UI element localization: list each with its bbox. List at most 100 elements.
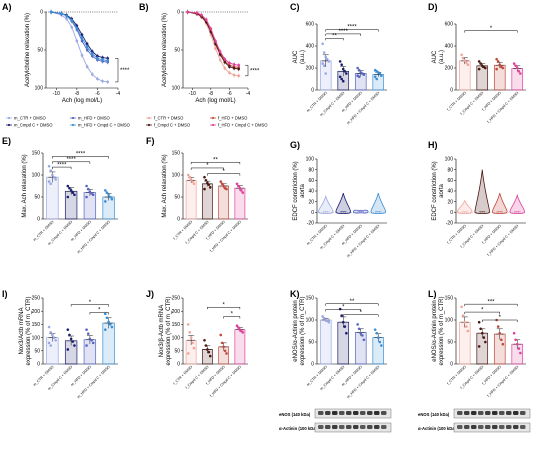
significance-label: * bbox=[342, 305, 345, 311]
y-axis-label-2: (a.u.) bbox=[439, 50, 445, 64]
blot-band bbox=[492, 411, 498, 415]
y-tick-label: 20 bbox=[308, 199, 314, 205]
panel-label: L) bbox=[428, 289, 437, 299]
data-point bbox=[512, 331, 516, 335]
bar-group-0 bbox=[458, 53, 471, 91]
data-point bbox=[90, 50, 94, 53]
data-point bbox=[105, 191, 109, 194]
data-point bbox=[340, 63, 344, 66]
data-point bbox=[107, 320, 110, 324]
bar-group-1 bbox=[64, 328, 78, 365]
legend-marker bbox=[147, 123, 151, 127]
significance-label: * bbox=[98, 308, 101, 314]
significance-label: * bbox=[222, 169, 225, 175]
bar-group-2 bbox=[493, 57, 506, 91]
panel-g: G) -20 0 20 40 60 80 100 EDCF constriction (%) ao… bbox=[290, 140, 387, 258]
data-point bbox=[345, 331, 348, 335]
significance-bracket bbox=[115, 58, 119, 83]
panel-label: F) bbox=[146, 136, 155, 146]
blot-band bbox=[471, 425, 477, 429]
data-point bbox=[378, 72, 382, 75]
bar-group-2 bbox=[218, 180, 230, 220]
x-tick-label: -10 bbox=[53, 91, 60, 97]
data-point bbox=[65, 17, 68, 21]
significance-label: ** bbox=[213, 157, 218, 163]
significance-bracket bbox=[343, 314, 379, 317]
y-tick-label: 400 bbox=[306, 44, 315, 50]
data-point bbox=[218, 53, 222, 56]
data-point bbox=[238, 186, 242, 190]
y-tick-label: 50 bbox=[34, 349, 40, 355]
data-point bbox=[500, 338, 503, 342]
y-tick-label: 150 bbox=[306, 296, 315, 302]
data-point bbox=[223, 57, 227, 61]
x-tick-label: -8 bbox=[209, 91, 214, 97]
data-point bbox=[237, 326, 240, 329]
bar-group-3 bbox=[102, 189, 115, 220]
y-axis-label-2: (a.u.) bbox=[300, 50, 306, 64]
data-point bbox=[240, 189, 243, 192]
data-point bbox=[375, 331, 379, 335]
y-tick-label: 100 bbox=[35, 86, 44, 92]
y-tick-label: 50 bbox=[37, 48, 43, 54]
x-axis-label: Ach (log mol/L) bbox=[62, 98, 102, 104]
y-tick-label: 150 bbox=[32, 322, 41, 328]
data-point bbox=[101, 56, 104, 59]
significance-bracket bbox=[207, 173, 241, 176]
y-tick-label: 50 bbox=[174, 195, 180, 201]
data-point bbox=[235, 324, 239, 328]
bar-group-2 bbox=[218, 333, 230, 365]
data-point bbox=[519, 351, 522, 355]
data-point bbox=[90, 54, 94, 58]
y-tick-label: 100 bbox=[306, 318, 315, 324]
data-point bbox=[515, 342, 519, 346]
data-point bbox=[209, 27, 213, 31]
data-point bbox=[223, 349, 227, 353]
significance-bracket bbox=[325, 33, 361, 36]
data-point bbox=[376, 336, 380, 339]
significance-label: * bbox=[490, 26, 493, 32]
data-point bbox=[519, 72, 522, 75]
data-point bbox=[96, 54, 99, 58]
data-point bbox=[52, 336, 56, 339]
data-point bbox=[326, 57, 329, 61]
blot-band bbox=[520, 425, 526, 429]
significance-bracket bbox=[325, 303, 379, 306]
y-tick-label: 0 bbox=[450, 362, 453, 368]
bar-group-3 bbox=[234, 324, 246, 365]
data-point bbox=[192, 182, 196, 186]
data-point bbox=[480, 331, 484, 335]
panel-label: B) bbox=[139, 2, 149, 12]
data-point bbox=[206, 348, 209, 351]
data-point bbox=[186, 10, 189, 14]
data-point bbox=[496, 60, 500, 63]
significance-label: **** bbox=[120, 68, 130, 74]
legend-label: m_HFD + Cmpd C + DMSO bbox=[78, 123, 131, 128]
data-point bbox=[321, 62, 324, 65]
data-point bbox=[498, 331, 502, 335]
data-point bbox=[200, 13, 203, 17]
series-1 bbox=[186, 9, 241, 70]
data-point bbox=[90, 338, 93, 342]
category-label: m_HFD + Cmpd C + DMSO bbox=[77, 365, 111, 399]
data-point bbox=[47, 164, 51, 168]
y-axis-label-2: expression (% of m_CTR) bbox=[439, 296, 445, 365]
blot-band bbox=[332, 425, 338, 429]
y-tick-label: 0 bbox=[40, 10, 43, 16]
legend-marker bbox=[7, 123, 11, 127]
x-tick-label: -8 bbox=[75, 91, 80, 97]
blot-band bbox=[492, 425, 498, 429]
series-line bbox=[51, 11, 108, 83]
data-point bbox=[218, 58, 222, 62]
significance-bracket bbox=[325, 38, 344, 41]
data-point bbox=[85, 328, 88, 331]
blot-band bbox=[506, 425, 512, 429]
data-point bbox=[345, 72, 348, 75]
y-tick-label: 200 bbox=[32, 309, 41, 315]
data-point bbox=[208, 354, 212, 358]
legend-marker bbox=[211, 116, 215, 120]
y-tick-label: 200 bbox=[172, 309, 181, 315]
series-1 bbox=[49, 9, 110, 65]
data-point bbox=[66, 184, 70, 188]
data-point bbox=[101, 58, 104, 62]
